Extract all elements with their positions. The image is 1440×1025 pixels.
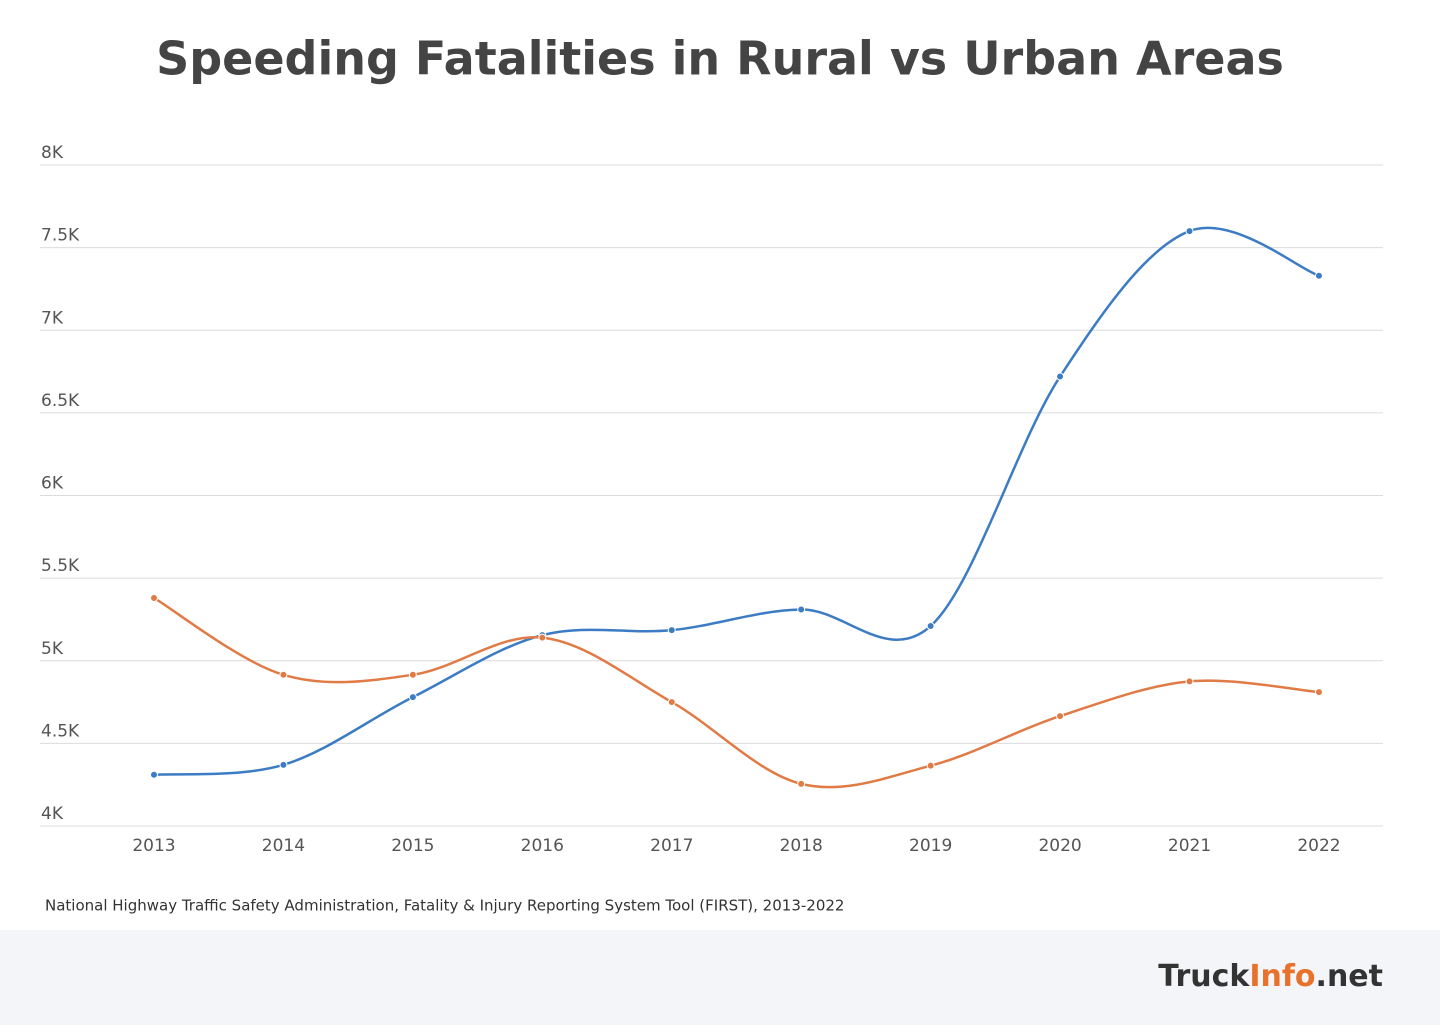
y-tick-label: 5K <box>41 639 64 659</box>
data-point <box>150 770 158 779</box>
series-line <box>153 226 1320 777</box>
data-point <box>667 626 676 635</box>
data-point <box>538 633 547 642</box>
x-tick-label: 2019 <box>909 836 952 856</box>
x-tick-label: 2014 <box>262 836 305 856</box>
data-point <box>926 622 935 631</box>
y-tick-label: 8K <box>41 143 64 163</box>
data-point <box>279 760 288 769</box>
data-point <box>1056 372 1065 381</box>
y-tick-label: 4K <box>41 804 64 824</box>
data-point <box>1185 227 1194 236</box>
y-tick-label: 7.5K <box>41 226 80 246</box>
series-line <box>153 596 1320 789</box>
y-tick-label: 6.5K <box>41 391 80 411</box>
data-point <box>797 779 806 788</box>
data-point <box>408 693 417 702</box>
data-point <box>150 593 158 602</box>
brand-part: Truck <box>1158 959 1250 994</box>
data-point <box>1314 688 1323 697</box>
data-point <box>279 670 288 679</box>
data-point <box>1056 712 1065 721</box>
x-tick-label: 2016 <box>521 836 564 856</box>
y-tick-label: 7K <box>41 308 64 328</box>
x-tick-label: 2017 <box>650 836 693 856</box>
data-point <box>926 761 935 770</box>
data-point <box>797 605 806 614</box>
x-tick-label: 2020 <box>1038 836 1081 856</box>
brand: TruckInfo.net <box>1158 959 1383 994</box>
x-tick-label: 2015 <box>391 836 434 856</box>
source-note: National Highway Traffic Safety Administ… <box>45 897 844 915</box>
data-point <box>1185 677 1194 686</box>
data-point <box>1314 271 1323 280</box>
chart-title: Speeding Fatalities in Rural vs Urban Ar… <box>156 32 1284 86</box>
x-tick-label: 2021 <box>1168 836 1211 856</box>
brand-part: .net <box>1316 959 1383 994</box>
y-tick-label: 5.5K <box>41 556 80 576</box>
brand-part: Info <box>1249 959 1315 994</box>
x-tick-label: 2022 <box>1297 836 1340 856</box>
x-tick-label: 2013 <box>132 836 175 856</box>
y-tick-label: 4.5K <box>41 721 80 741</box>
data-point <box>667 698 676 707</box>
data-point <box>408 670 417 679</box>
x-tick-label: 2018 <box>780 836 823 856</box>
footer-band <box>0 930 1440 1025</box>
y-tick-label: 6K <box>41 474 64 494</box>
